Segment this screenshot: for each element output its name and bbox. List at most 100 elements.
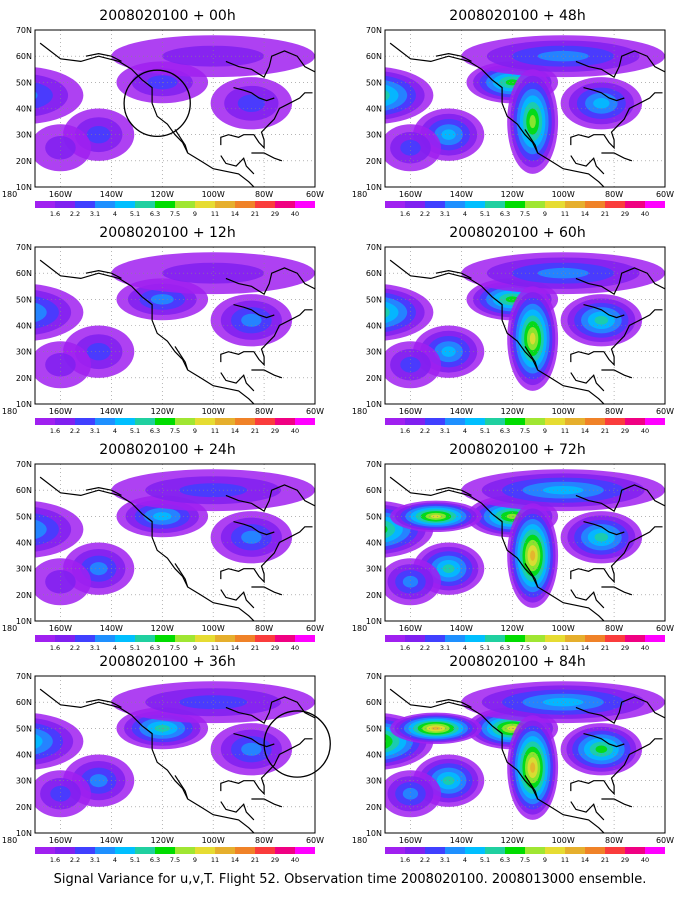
- colorbar-swatch: [255, 847, 275, 854]
- variance-contour: [530, 762, 536, 773]
- variance-contour: [529, 115, 536, 129]
- colorbar-label: 29: [621, 210, 629, 218]
- coastline: [220, 589, 255, 609]
- colorbar-label: 29: [271, 644, 279, 652]
- lat-tick-label: 60N: [16, 52, 32, 61]
- lat-tick-label: 50N: [16, 295, 32, 304]
- colorbar-swatch: [195, 847, 215, 854]
- variance-contour: [10, 307, 34, 319]
- colorbar-label: 2.2: [70, 210, 80, 218]
- colorbar-swatch: [215, 847, 235, 854]
- lat-tick-label: 30N: [366, 348, 382, 357]
- colorbar-label: 3.1: [440, 856, 450, 864]
- colorbar-label: 29: [621, 856, 629, 864]
- colorbar-label: 11: [211, 427, 219, 435]
- colorbar-label: 5.1: [130, 427, 140, 435]
- lat-tick-label: 40N: [366, 751, 382, 760]
- colorbar-label: 3.1: [440, 644, 450, 652]
- coastline: [85, 52, 122, 62]
- colorbar-label: 21: [251, 427, 259, 435]
- colorbar-label: 9: [543, 644, 547, 652]
- coastlines: [389, 688, 665, 833]
- variance-field: [10, 252, 315, 389]
- variance-contour: [45, 352, 76, 377]
- coastline: [601, 798, 633, 808]
- variance-contour: [431, 726, 441, 730]
- highlight-circle: [123, 69, 191, 138]
- colorbar-label: 1.6: [50, 427, 60, 435]
- colorbar-swatch: [75, 847, 95, 854]
- colorbar-swatch: [445, 635, 465, 642]
- colorbar-swatch: [255, 418, 275, 425]
- colorbar-swatch: [485, 847, 505, 854]
- coastline: [601, 152, 633, 162]
- colorbar-label: 9: [543, 856, 547, 864]
- lon-tick-label: 60W: [306, 836, 324, 845]
- panel-2: 2008020100 + 12h 70N 60N 50N 40N 30N 20N 10N 18…: [0, 225, 335, 441]
- lat-tick-label: 50N: [16, 78, 32, 87]
- colorbar-swatch: [35, 847, 55, 854]
- lon-tick-label: 140W: [100, 836, 123, 845]
- colorbar-label: 4: [463, 644, 467, 652]
- variance-contour: [364, 91, 381, 99]
- plot-frame: [384, 246, 666, 405]
- coastline: [220, 155, 255, 175]
- coastline: [570, 589, 605, 609]
- lon-tick-label: 80W: [255, 407, 273, 416]
- colorbar-label: 21: [251, 644, 259, 652]
- lat-tick-label: 30N: [16, 131, 32, 140]
- colorbar-swatch: [565, 201, 585, 208]
- colorbar-label: 5.1: [480, 427, 490, 435]
- variance-contour: [237, 94, 265, 112]
- lon-tick-label: 80W: [605, 624, 623, 633]
- lat-tick-label: 20N: [16, 591, 32, 600]
- variance-contour: [537, 50, 589, 62]
- colorbar-swatch: [95, 635, 115, 642]
- coastline: [570, 372, 605, 392]
- panel-title: 2008020100 + 84h: [449, 654, 586, 670]
- coastline: [39, 688, 255, 833]
- lat-tick-label: 40N: [16, 539, 32, 548]
- lat-tick-label: 70N: [16, 672, 32, 681]
- colorbar-label: 3.1: [440, 427, 450, 435]
- colorbar-swatch: [35, 635, 55, 642]
- colorbar-swatch: [605, 635, 625, 642]
- colorbar-swatch: [485, 418, 505, 425]
- colorbar-label: 11: [561, 427, 569, 435]
- lon-tick-label: 60W: [306, 407, 324, 416]
- variance-contour: [35, 91, 38, 100]
- figure-caption: Signal Variance for u,v,T. Flight 52. Ob…: [53, 872, 647, 887]
- lat-tick-label: 30N: [16, 348, 32, 357]
- lat-tick-label: 50N: [366, 724, 382, 733]
- colorbar-swatch: [585, 201, 605, 208]
- colorbar-swatch: [545, 201, 565, 208]
- coastline: [39, 42, 255, 187]
- lat-tick-label: 10N: [16, 617, 32, 626]
- colorbar-swatch: [295, 418, 315, 425]
- colorbar-label: 40: [641, 210, 649, 218]
- colorbar-label: 5.1: [480, 210, 490, 218]
- variance-contour: [441, 346, 456, 357]
- lat-tick-label: 40N: [16, 105, 32, 114]
- variance-contour: [385, 739, 386, 744]
- variance-contour: [45, 135, 76, 160]
- colorbar-swatch: [545, 635, 565, 642]
- variance-contour: [35, 519, 47, 540]
- lon-tick-label: 100W: [202, 836, 225, 845]
- lon-tick-label: 60W: [656, 836, 674, 845]
- plot-frame: [34, 246, 316, 405]
- colorbar-label: 6.3: [500, 644, 510, 652]
- lon-tick-label: 180: [2, 624, 17, 633]
- coastline: [225, 50, 315, 78]
- lon-tick-label: 120W: [501, 407, 524, 416]
- lon-tick-label: 120W: [151, 836, 174, 845]
- colorbar-label: 6.3: [500, 856, 510, 864]
- colorbar-swatch: [385, 201, 405, 208]
- panel-6: 2008020100 + 36h 70N 60N 50N 40N 30N 20N 10N 18…: [0, 654, 335, 870]
- colorbar-swatch: [525, 201, 545, 208]
- coastline: [524, 563, 539, 588]
- colorbar-label: 7.5: [520, 427, 530, 435]
- coastline: [524, 129, 539, 154]
